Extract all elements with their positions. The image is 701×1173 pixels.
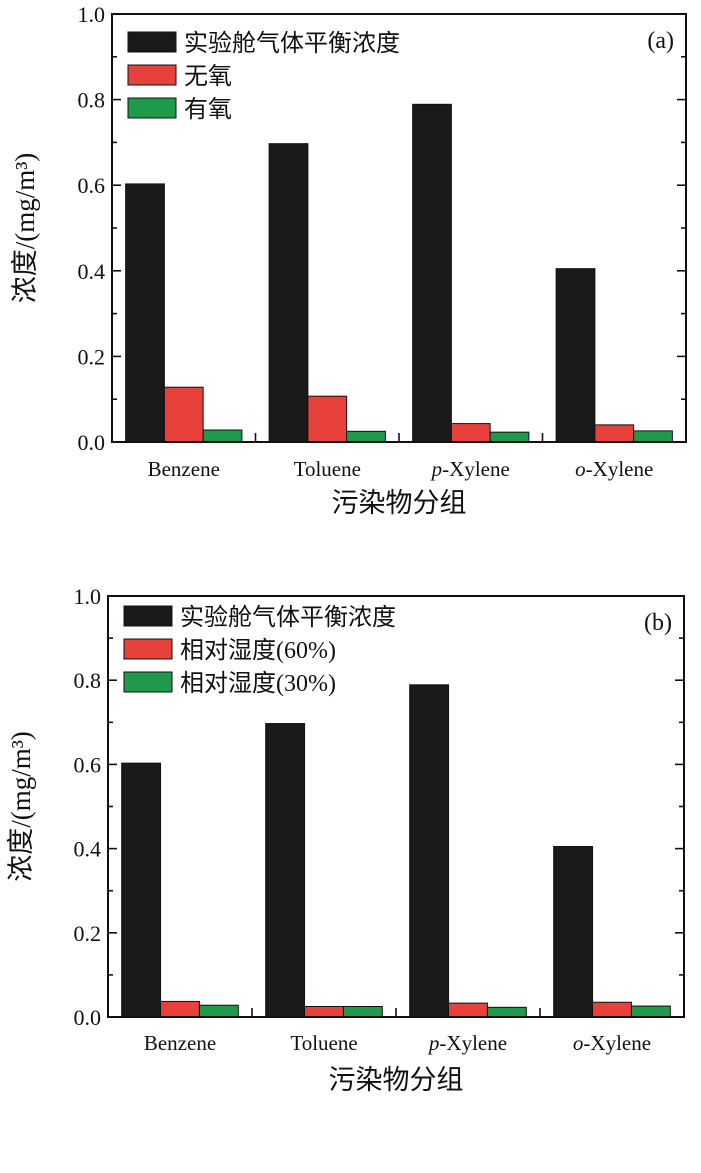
y-tick-label: 0.2 [78,344,106,369]
x-axis-label: 污染物分组 [332,488,467,518]
x-axis-label: 污染物分组 [329,1065,464,1095]
legend-swatch-1 [127,31,177,53]
x-tick-label-italic: o [575,457,586,481]
bar-p-xylene-series-1 [409,684,450,1018]
x-tick-label-italic: p [430,457,443,481]
legend-swatch-3 [123,671,173,693]
x-tick-label-o-xylene: o-Xylene [573,1031,651,1055]
bar-o-xylene-series-1 [555,268,596,443]
x-tick-label-italic: o [573,1031,584,1055]
x-tick-label-o-xylene: o-Xylene [575,457,653,481]
bar-o-xylene-series-3 [633,430,673,443]
bar-benzene-series-1 [121,762,162,1018]
y-tick-label: 0.4 [74,837,102,862]
x-tick-label-rest: -Xylene [439,1031,507,1055]
bar-p-xylene-series-2 [448,1002,488,1018]
x-tick-label-rest: -Xylene [586,457,654,481]
y-axis-label: 浓度/(mg/m³) [6,731,36,882]
bar-benzene-series-2 [160,1000,200,1018]
bar-benzene-series-1 [125,183,165,443]
x-tick-label-benzene: Benzene [148,457,220,481]
bar-o-xylene-series-1 [553,846,594,1018]
bar-toluene-series-2 [307,395,348,443]
legend-entry-1: 实验舱气体平衡浓度 [184,30,400,57]
y-axis-label: 浓度/(mg/m³) [10,153,40,304]
bar-benzene-series-3 [198,1004,239,1018]
legend-entry-3: 有氧 [184,96,232,123]
bar-toluene-series-3 [342,1005,383,1018]
legend-entry-2: 无氧 [184,63,232,90]
legend-swatch-3 [127,97,177,119]
x-tick-label-p-xylene: p-Xylene [427,1031,507,1055]
y-tick-label: 1.0 [74,584,102,609]
legend-entry-2: 相对湿度(60%) [180,637,336,664]
bar-toluene-series-1 [265,723,306,1018]
bar-o-xylene-series-2 [592,1001,632,1018]
x-tick-label-rest: -Xylene [442,457,510,481]
bar-p-xylene-series-3 [489,431,530,443]
bar-p-xylene-series-1 [412,103,452,443]
y-tick-label: 0.4 [78,259,106,284]
x-tick-label-toluene: Toluene [290,1031,357,1055]
bar-p-xylene-series-2 [450,423,491,443]
x-tick-label-p-xylene: p-Xylene [430,457,510,481]
y-tick-label: 0.8 [78,88,106,113]
x-tick-label-italic: p [427,1031,440,1055]
y-tick-label: 0.6 [78,173,106,198]
panel-label: (b) [644,610,672,636]
legend-swatch-1 [123,605,173,627]
y-tick-label: 0.0 [78,430,106,455]
bar-o-xylene-series-3 [630,1005,671,1018]
x-tick-label-rest: -Xylene [583,1031,651,1055]
bar-o-xylene-series-2 [594,424,635,443]
y-tick-label: 0.6 [74,752,102,777]
bar-benzene-series-2 [163,386,204,443]
y-tick-label: 1.0 [78,2,106,27]
y-tick-label: 0.8 [74,668,102,693]
legend-swatch-2 [127,64,177,86]
bar-benzene-series-3 [202,429,243,443]
legend-entry-3: 相对湿度(30%) [180,670,336,697]
bar-toluene-series-2 [304,1005,344,1018]
bar-toluene-series-1 [268,143,309,443]
legend-swatch-2 [123,638,173,660]
y-tick-label: 0.2 [74,921,102,946]
bar-toluene-series-3 [346,430,386,443]
y-tick-label: 0.0 [74,1005,102,1030]
panel-label: (a) [647,28,674,54]
x-tick-label-toluene: Toluene [294,457,361,481]
legend-entry-1: 实验舱气体平衡浓度 [180,604,396,631]
bar-p-xylene-series-3 [486,1006,527,1018]
x-tick-label-benzene: Benzene [144,1031,216,1055]
